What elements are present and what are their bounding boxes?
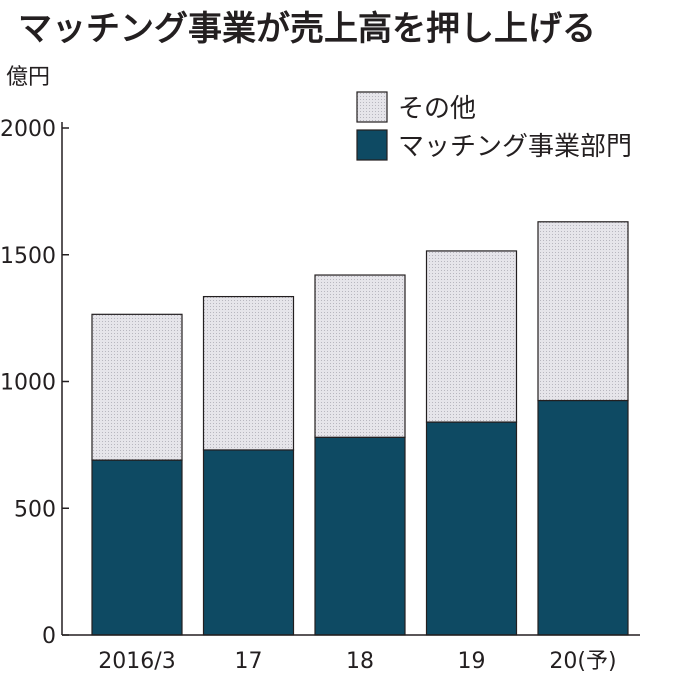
x-tick-label: 17	[235, 649, 263, 674]
bar-segment-matching-2	[314, 436, 406, 636]
bar-segment-other-4	[537, 221, 629, 402]
legend-label-matching: マッチング事業部門	[398, 132, 632, 162]
chart-title: マッチング事業が売上高を押し上げる	[18, 9, 596, 49]
bar-segment-other-0	[91, 313, 183, 461]
x-tick-label: 18	[346, 649, 374, 674]
bar-segment-matching-4	[537, 399, 629, 636]
bars-group	[91, 221, 629, 636]
bar-segment-matching-3	[425, 421, 518, 636]
bar-segment-other-1	[202, 295, 295, 451]
legend-label-other: その他	[398, 94, 476, 124]
legend-swatch-matching	[356, 129, 388, 161]
x-tick-label: 20(予)	[549, 649, 616, 674]
bar-segment-other-3	[425, 250, 518, 423]
x-tick-label: 19	[458, 649, 486, 674]
bar-segment-other-2	[314, 274, 406, 438]
y-tick-label: 2000	[0, 117, 56, 142]
bar-segment-matching-1	[202, 449, 295, 636]
x-axis: 2016/3 17 18 19 20(予)	[62, 634, 640, 674]
bar-segment-matching-0	[91, 459, 183, 636]
y-tick-label: 1000	[0, 371, 56, 396]
y-tick-label: 500	[14, 497, 56, 522]
y-axis: 0 500 1000 1500 2000	[0, 117, 69, 649]
y-tick-label: 0	[42, 624, 56, 649]
x-tick-label: 2016/3	[98, 649, 175, 674]
y-tick-label: 1500	[0, 244, 56, 269]
y-axis-unit-label: 億円	[6, 65, 50, 90]
legend-swatch-other	[356, 91, 388, 123]
